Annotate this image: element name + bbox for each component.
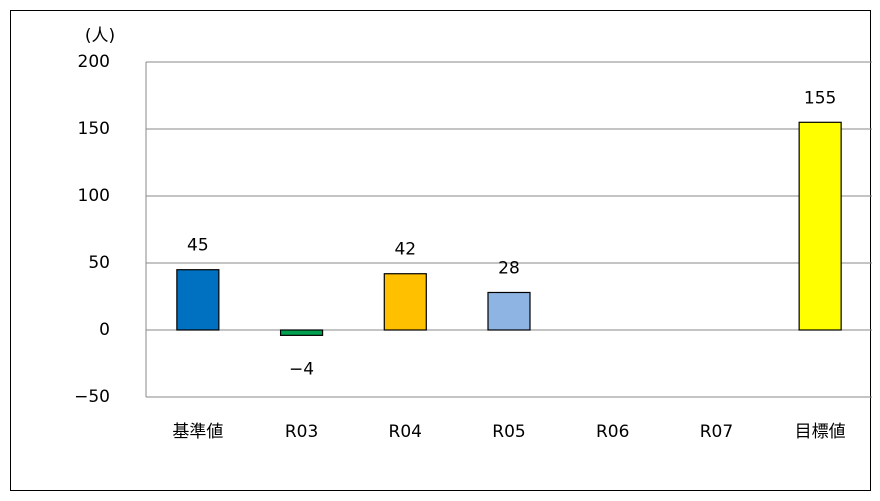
value-label: 45 [187, 236, 209, 256]
value-label: 28 [498, 258, 520, 278]
x-tick-label: 基準値 [172, 422, 223, 442]
bar [383, 273, 427, 331]
x-tick-label: R05 [492, 422, 525, 442]
x-tick-label: 目標値 [795, 422, 846, 442]
y-tick-label: 100 [78, 186, 110, 206]
y-axis-label: (人) [85, 26, 115, 46]
bar [176, 269, 220, 331]
bar [487, 291, 531, 331]
chart-frame [10, 10, 871, 491]
bar [798, 121, 842, 331]
value-label: −4 [289, 359, 314, 379]
value-label: 42 [394, 240, 416, 260]
y-tick-label: 150 [78, 119, 110, 139]
x-tick-label: R04 [389, 422, 422, 442]
y-tick-label: 50 [88, 253, 110, 273]
y-tick-label: 200 [78, 52, 110, 72]
x-tick-label: R06 [596, 422, 629, 442]
x-tick-label: R03 [285, 422, 318, 442]
y-tick-label: 0 [99, 320, 110, 340]
y-tick-label: −50 [74, 387, 110, 407]
bar [279, 329, 324, 336]
x-tick-label: R07 [700, 422, 733, 442]
value-label: 155 [804, 88, 836, 108]
